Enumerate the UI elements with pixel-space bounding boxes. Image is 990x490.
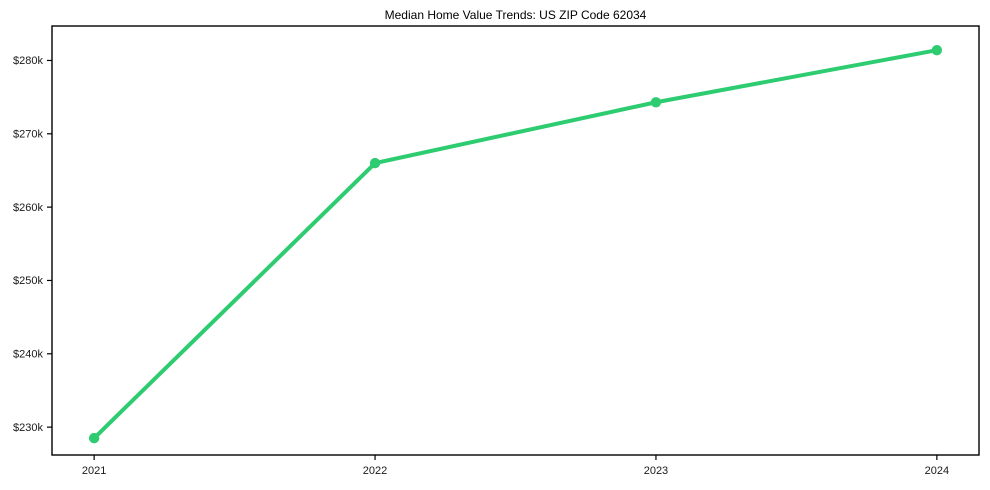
y-tick-label: $260k [13, 202, 43, 214]
chart-title: Median Home Value Trends: US ZIP Code 62… [384, 8, 647, 22]
y-tick-label: $230k [13, 422, 43, 434]
x-tick-label: 2021 [82, 465, 106, 477]
data-point-marker [369, 157, 381, 169]
data-point-marker [650, 97, 662, 108]
data-point-marker [931, 45, 943, 56]
axis-frame [51, 25, 980, 456]
y-tick-label: $240k [13, 349, 43, 361]
y-tick-label: $250k [13, 275, 43, 287]
x-tick-label: 2022 [363, 465, 387, 477]
data-point-marker [88, 432, 100, 444]
trend-line [92, 48, 939, 441]
y-tick-label: $280k [13, 55, 43, 67]
x-tick-label: 2023 [644, 465, 668, 477]
y-tick-label: $270k [13, 129, 43, 141]
x-tick-label: 2024 [925, 465, 949, 477]
